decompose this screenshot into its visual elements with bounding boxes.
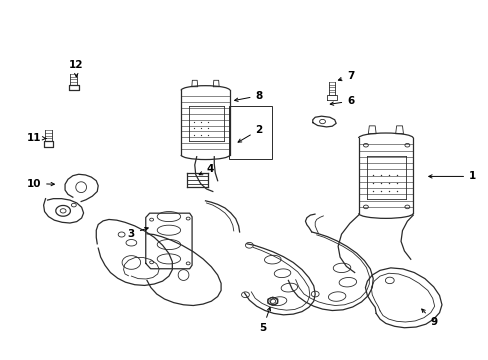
Bar	[228, 106, 271, 159]
Text: 10: 10	[26, 179, 54, 189]
Text: 1: 1	[428, 171, 475, 181]
Text: 9: 9	[421, 309, 436, 327]
Text: 3: 3	[127, 228, 148, 239]
Text: 4: 4	[199, 164, 214, 175]
Text: 2: 2	[238, 125, 262, 142]
Text: 12: 12	[69, 60, 83, 77]
Text: 5: 5	[259, 307, 270, 333]
Text: 8: 8	[234, 91, 262, 102]
Text: 7: 7	[338, 71, 354, 81]
Text: 11: 11	[26, 133, 46, 143]
Text: 6: 6	[329, 96, 354, 106]
